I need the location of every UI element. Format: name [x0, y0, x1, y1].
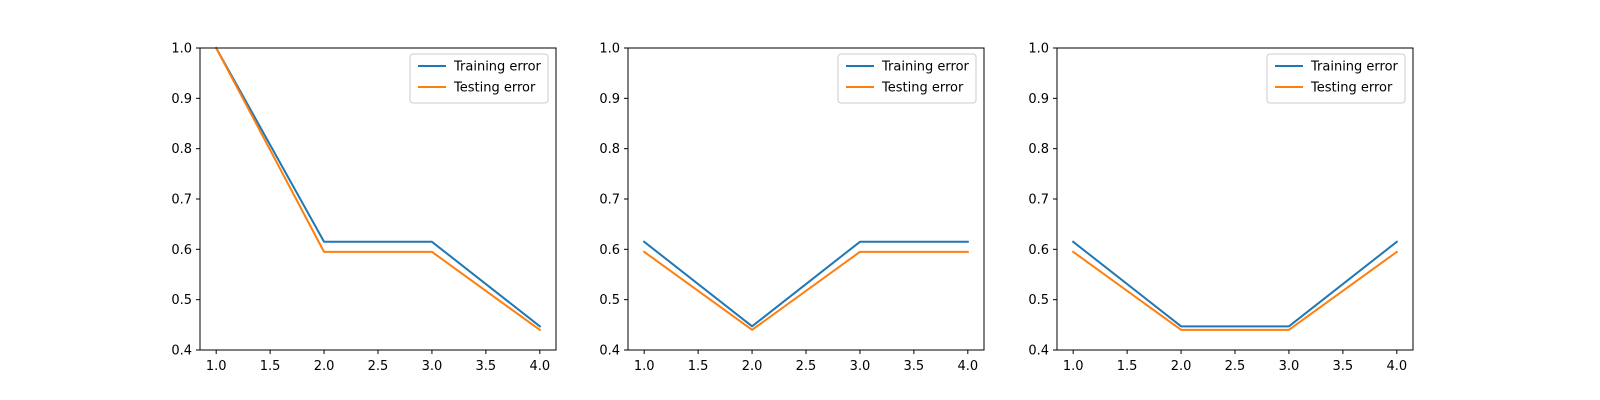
y-tick-label: 0.8 [171, 142, 192, 157]
legend-label-testing: Testing error [1310, 81, 1393, 96]
x-tick-label: 2.0 [1171, 359, 1192, 374]
y-tick-label: 0.9 [171, 92, 192, 107]
series-line-training [214, 46, 542, 328]
legend: Training error Testing error [837, 53, 977, 104]
y-tick-label: 0.5 [1028, 293, 1049, 308]
y-tick-label: 0.6 [599, 243, 620, 258]
axes-panel-3: 1.0 1.5 2.0 2.5 3.0 3.5 4.0 0.4 0.5 0.6 0.7 0.8 0.9 1… [1028, 42, 1414, 374]
x-tick-label: 1.5 [260, 359, 281, 374]
legend: Training error Testing error [1266, 53, 1406, 104]
legend-label-training: Training error [453, 60, 542, 75]
series-line-testing [642, 250, 969, 331]
x-tick-label: 3.5 [1333, 359, 1354, 374]
axes-panel-2: 1.0 1.5 2.0 2.5 3.0 3.5 4.0 0.4 0.5 0.6 0.7 0.8 0.9 1… [599, 42, 985, 374]
legend: Training error Testing error [409, 53, 549, 104]
x-tick-label: 2.5 [368, 359, 389, 374]
x-tick-label: 1.0 [1063, 359, 1084, 374]
x-tick-label: 1.5 [1117, 359, 1138, 374]
x-tick-label: 3.0 [422, 359, 443, 374]
x-tick-label: 1.0 [634, 359, 655, 374]
y-tick-label: 0.7 [171, 193, 192, 208]
x-tick-label: 3.0 [1279, 359, 1300, 374]
x-tick-label: 3.5 [904, 359, 925, 374]
axes-frame [1056, 47, 1414, 351]
x-tick-label: 4.0 [957, 359, 978, 374]
y-tick-label: 1.0 [599, 42, 620, 57]
axes-frame [199, 47, 557, 351]
x-tick-label: 4.0 [1386, 359, 1407, 374]
x-tick-label: 4.0 [529, 359, 550, 374]
x-tick-label: 2.0 [742, 359, 763, 374]
y-tick-label: 0.4 [171, 344, 192, 359]
x-tick-label: 1.5 [688, 359, 709, 374]
y-tick-label: 0.8 [599, 142, 620, 157]
x-tick-label: 3.0 [850, 359, 871, 374]
x-tick-label: 2.5 [796, 359, 817, 374]
axes-frame [627, 47, 985, 351]
y-tick-label: 0.6 [171, 243, 192, 258]
y-tick-label: 0.7 [1028, 193, 1049, 208]
y-tick-label: 0.8 [1028, 142, 1049, 157]
series-line-training [1071, 240, 1399, 328]
series-line-testing [214, 46, 542, 332]
y-tick-label: 0.7 [599, 193, 620, 208]
x-tick-label: 1.0 [206, 359, 227, 374]
x-tick-label: 2.5 [1225, 359, 1246, 374]
legend-label-training: Training error [1310, 60, 1399, 75]
y-tick-label: 1.0 [171, 42, 192, 57]
y-tick-label: 0.4 [1028, 344, 1049, 359]
y-tick-label: 1.0 [1028, 42, 1049, 57]
y-tick-label: 0.5 [171, 293, 192, 308]
legend-label-testing: Testing error [881, 81, 964, 96]
y-tick-label: 0.9 [1028, 92, 1049, 107]
legend-label-testing: Testing error [453, 81, 536, 96]
x-tick-label: 3.5 [476, 359, 497, 374]
y-tick-label: 0.9 [599, 92, 620, 107]
x-tick-label: 2.0 [314, 359, 335, 374]
y-tick-label: 0.5 [599, 293, 620, 308]
axes-panel-1: 1.0 1.5 2.0 2.5 3.0 3.5 4.0 0.4 0.5 0.6 0.7 0.8 0.9 1… [171, 42, 557, 374]
y-tick-label: 0.4 [599, 344, 620, 359]
legend-label-training: Training error [881, 60, 970, 75]
y-tick-label: 0.6 [1028, 243, 1049, 258]
series-line-training [642, 240, 969, 328]
series-line-testing [1071, 250, 1399, 331]
